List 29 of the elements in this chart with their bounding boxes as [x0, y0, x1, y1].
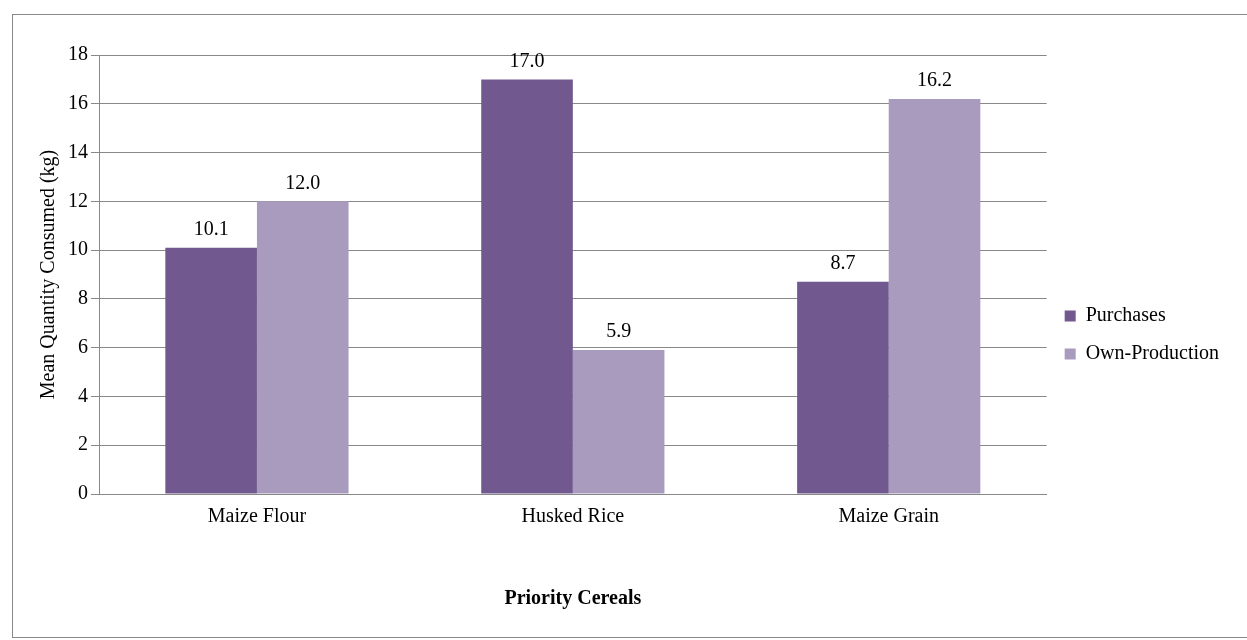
bar: [888, 98, 981, 494]
x-tick-label: Husked Rice: [521, 504, 625, 527]
data-label: 12.0: [285, 170, 321, 193]
y-tick-label: 14: [68, 139, 88, 162]
legend-label: Own-Production: [1085, 341, 1220, 364]
x-tick-label: Maize Flour: [207, 504, 307, 527]
y-tick-label: 6: [78, 334, 88, 357]
bar: [165, 247, 257, 494]
data-label: 16.2: [917, 68, 953, 91]
y-tick-label: 18: [68, 42, 88, 65]
data-label: 17.0: [509, 48, 545, 71]
x-axis-title: Priority Cereals: [504, 586, 642, 610]
y-tick-label: 10: [68, 237, 88, 260]
y-tick-label: 16: [68, 91, 88, 114]
data-label: 10.1: [193, 216, 229, 239]
bar: [572, 350, 665, 494]
y-tick-label: 8: [78, 286, 88, 309]
x-tick-label: Maize Grain: [838, 504, 939, 527]
bar: [797, 281, 889, 494]
legend-label: Purchases: [1085, 303, 1166, 326]
data-label: 8.7: [830, 251, 856, 274]
y-tick-label: 12: [68, 188, 88, 211]
y-tick-label: 4: [78, 383, 88, 406]
data-label: 5.9: [606, 319, 632, 342]
y-axis-title: Mean Quantity Consumed (kg): [36, 149, 60, 400]
y-tick-label: 0: [78, 481, 88, 504]
bar: [256, 201, 349, 494]
y-tick-label: 2: [78, 432, 88, 455]
bar: [481, 79, 573, 494]
